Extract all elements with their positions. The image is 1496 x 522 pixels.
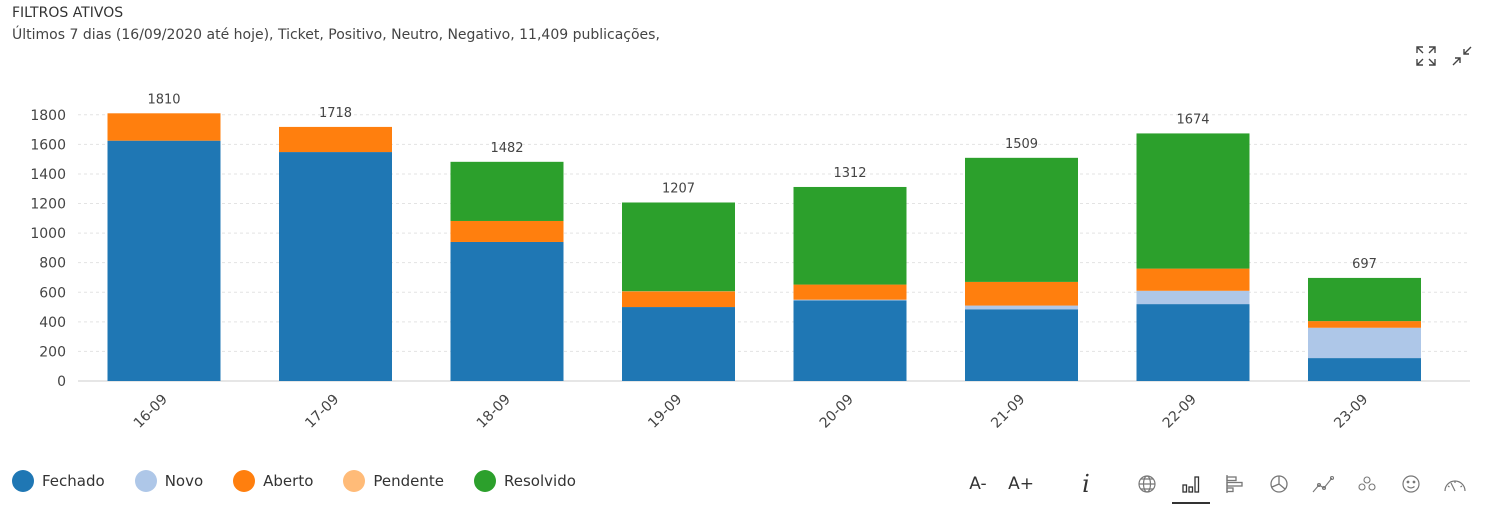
collapse-icon[interactable]: [1450, 44, 1474, 68]
bar-segment-aberto: [965, 281, 1078, 306]
legend-item-aberto[interactable]: Aberto: [233, 470, 313, 492]
line-chart-icon[interactable]: [1304, 466, 1342, 502]
legend-label-novo: Novo: [164, 472, 204, 490]
font-decrease-button[interactable]: A-: [969, 474, 987, 494]
bar-segment-resolvido: [622, 202, 735, 292]
bar-segment-fechado: [622, 307, 735, 381]
bar-total-label: 1810: [147, 92, 180, 107]
legend-label-pendente: Pendente: [373, 472, 445, 490]
bar-total-label: 1509: [1005, 137, 1038, 152]
legend-item-pendente[interactable]: Pendente: [343, 470, 444, 492]
bar-segment-novo: [793, 299, 907, 301]
bar-total-label: 1482: [490, 141, 523, 156]
sentiment-face-icon[interactable]: [1392, 466, 1430, 502]
y-tick-label: 1800: [30, 108, 66, 124]
y-tick-label: 1000: [30, 226, 66, 242]
info-button[interactable]: i: [1082, 470, 1090, 498]
x-tick-label: 23-09: [1331, 392, 1371, 432]
bar-segment-fechado: [279, 152, 392, 381]
bar-segment-aberto: [622, 291, 735, 308]
legend-label-aberto: Aberto: [263, 472, 314, 490]
bar-segment-fechado: [1136, 304, 1250, 381]
chart-legend: Fechado Novo Aberto Pendente Resolvido: [12, 470, 606, 492]
x-tick-label: 21-09: [988, 392, 1028, 432]
bar-segment-novo: [965, 305, 1078, 310]
bar-segment-resolvido: [965, 157, 1078, 282]
font-increase-button[interactable]: A+: [1008, 474, 1034, 494]
globe-icon[interactable]: [1128, 466, 1166, 502]
bar-segment-resolvido: [450, 161, 564, 221]
stacked-bar-chart: 0 200 400 600 800 1000 1200 1400 1600 1800 1810 16-…: [30, 92, 1470, 432]
bar-total-label: 697: [1352, 257, 1377, 272]
legend-label-fechado: Fechado: [42, 472, 105, 490]
legend-item-resolvido[interactable]: Resolvido: [474, 470, 576, 492]
x-tick-label: 22-09: [1160, 392, 1200, 432]
bar-total-label: 1207: [662, 181, 695, 196]
y-tick-label: 0: [57, 374, 66, 390]
y-tick-label: 600: [39, 285, 66, 301]
x-tick-label: 20-09: [817, 392, 857, 432]
filters-title: FILTROS ATIVOS: [12, 5, 124, 21]
bar-segment-aberto: [450, 220, 564, 242]
y-tick-label: 1600: [30, 137, 66, 153]
legend-swatch-novo: [134, 470, 157, 492]
legend-item-novo[interactable]: Novo: [134, 470, 204, 492]
bar-total-label: 1674: [1176, 112, 1209, 127]
bar-segment-aberto: [279, 126, 392, 153]
legend-swatch-fechado: [12, 470, 34, 492]
gauge-icon[interactable]: [1436, 466, 1474, 502]
legend-item-fechado[interactable]: Fechado: [12, 470, 105, 492]
bubble-chart-icon[interactable]: [1348, 466, 1386, 502]
legend-swatch-pendente: [343, 470, 366, 492]
bar-segment-resolvido: [1308, 277, 1421, 322]
bar-segment-aberto: [107, 113, 221, 141]
bar-total-label: 1718: [319, 106, 352, 121]
y-tick-label: 1200: [30, 197, 66, 213]
x-tick-label: 18-09: [474, 392, 514, 432]
x-tick-label: 17-09: [302, 392, 342, 432]
pie-chart-icon[interactable]: [1260, 466, 1298, 502]
bar-segment-aberto: [1308, 321, 1421, 328]
expand-icon[interactable]: [1414, 44, 1438, 68]
bar-segment-aberto: [1136, 268, 1250, 291]
bar-segment-resolvido: [1136, 133, 1250, 269]
bar-segment-fechado: [450, 241, 564, 381]
bar-segment-resolvido: [793, 186, 907, 285]
bar-segment-fechado: [107, 140, 221, 381]
bar-segment-novo: [1136, 290, 1250, 305]
x-tick-label: 19-09: [645, 392, 685, 432]
bar-segment-novo: [1308, 327, 1421, 359]
bar-segment-fechado: [793, 300, 907, 381]
bar-chart-icon[interactable]: [1172, 466, 1210, 504]
legend-label-resolvido: Resolvido: [504, 472, 576, 490]
y-tick-label: 400: [39, 315, 66, 331]
x-tick-label: 16-09: [131, 392, 171, 432]
bar-total-label: 1312: [833, 166, 866, 181]
bar-segment-fechado: [965, 309, 1078, 381]
bar-segment-fechado: [1308, 358, 1421, 381]
bar-segment-aberto: [793, 284, 907, 300]
y-tick-label: 1400: [30, 167, 66, 183]
active-filters-summary: Últimos 7 dias (16/09/2020 até hoje), Ti…: [12, 27, 660, 43]
legend-swatch-resolvido: [474, 470, 497, 492]
y-tick-label: 800: [39, 256, 66, 272]
legend-swatch-aberto: [233, 470, 256, 492]
y-tick-label: 200: [39, 344, 66, 360]
horizontal-bar-chart-icon[interactable]: [1216, 466, 1254, 502]
